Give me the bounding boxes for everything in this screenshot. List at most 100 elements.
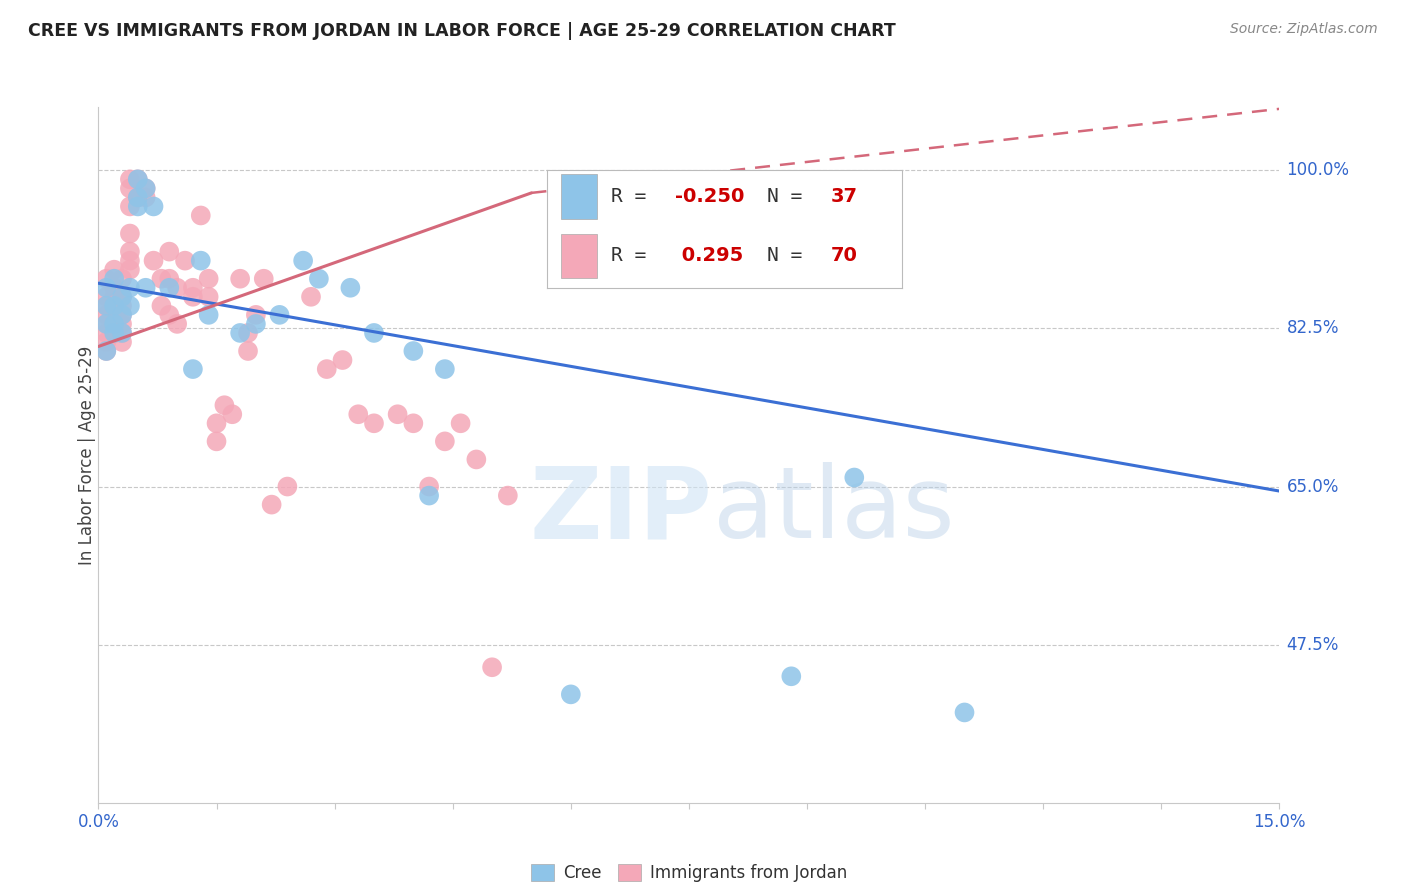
Point <box>111 308 134 322</box>
Point <box>111 290 134 304</box>
Point <box>103 271 125 285</box>
Text: N =: N = <box>766 186 814 206</box>
Point <box>157 271 180 285</box>
Point <box>118 281 141 295</box>
Point <box>433 362 456 376</box>
Point <box>103 299 125 313</box>
Point <box>221 407 243 421</box>
Point <box>308 271 330 285</box>
Point <box>118 172 141 186</box>
Point <box>174 253 197 268</box>
Point <box>780 669 803 683</box>
Point <box>315 362 337 376</box>
Point <box>292 253 315 268</box>
Point <box>127 172 149 186</box>
Point <box>111 326 134 340</box>
Point <box>118 262 141 277</box>
Point <box>96 317 118 331</box>
Point <box>465 452 488 467</box>
Point <box>103 281 125 295</box>
Legend: Cree, Immigrants from Jordan: Cree, Immigrants from Jordan <box>524 857 853 888</box>
Point <box>103 262 125 277</box>
Point <box>402 344 425 359</box>
Point <box>157 244 180 259</box>
Point <box>127 172 149 186</box>
Point <box>118 181 141 195</box>
Point <box>339 281 361 295</box>
Point <box>197 271 219 285</box>
Point <box>96 317 118 331</box>
Point <box>245 317 267 331</box>
Text: 0.295: 0.295 <box>675 246 742 265</box>
Point <box>197 308 219 322</box>
Point <box>229 271 252 285</box>
Point <box>253 271 276 285</box>
Point <box>496 489 519 503</box>
Text: Source: ZipAtlas.com: Source: ZipAtlas.com <box>1230 22 1378 37</box>
Point <box>418 479 440 493</box>
Point <box>150 271 173 285</box>
Point <box>166 281 188 295</box>
Point <box>111 299 134 313</box>
Point <box>260 498 283 512</box>
Point <box>450 417 472 431</box>
Text: 37: 37 <box>831 186 858 206</box>
Point <box>276 479 298 493</box>
Point <box>245 308 267 322</box>
Text: R =: R = <box>612 246 669 265</box>
Point <box>103 326 125 340</box>
Point <box>111 326 134 340</box>
Point <box>103 308 125 322</box>
Point <box>118 199 141 213</box>
Point <box>96 308 118 322</box>
Point <box>127 190 149 204</box>
Point <box>142 199 165 213</box>
Point <box>118 244 141 259</box>
Point <box>181 362 204 376</box>
Point <box>433 434 456 449</box>
Point <box>96 290 118 304</box>
Point <box>96 344 118 359</box>
Text: atlas: atlas <box>713 462 955 559</box>
Point <box>229 326 252 340</box>
Text: 47.5%: 47.5% <box>1286 636 1339 654</box>
Bar <box>561 175 596 219</box>
Text: ZIP: ZIP <box>530 462 713 559</box>
Point <box>418 489 440 503</box>
Point <box>127 190 149 204</box>
Point <box>135 281 157 295</box>
Point <box>103 317 125 331</box>
Text: 82.5%: 82.5% <box>1286 319 1339 337</box>
Point <box>236 326 259 340</box>
Text: R =: R = <box>612 186 658 206</box>
Point <box>118 227 141 241</box>
Point <box>157 308 180 322</box>
Point <box>387 407 409 421</box>
Point <box>96 271 118 285</box>
Point <box>103 317 125 331</box>
Point <box>96 299 118 313</box>
Point <box>157 281 180 295</box>
Point <box>269 308 291 322</box>
Point <box>111 334 134 349</box>
Point <box>402 417 425 431</box>
Point <box>363 326 385 340</box>
Point <box>96 334 118 349</box>
Point <box>481 660 503 674</box>
Point <box>96 281 118 295</box>
Y-axis label: In Labor Force | Age 25-29: In Labor Force | Age 25-29 <box>79 345 96 565</box>
Point <box>236 344 259 359</box>
Point <box>844 470 866 484</box>
Point <box>111 271 134 285</box>
Text: CREE VS IMMIGRANTS FROM JORDAN IN LABOR FORCE | AGE 25-29 CORRELATION CHART: CREE VS IMMIGRANTS FROM JORDAN IN LABOR … <box>28 22 896 40</box>
Point <box>205 417 228 431</box>
Point <box>150 299 173 313</box>
Point <box>363 417 385 431</box>
Point <box>111 290 134 304</box>
Point <box>118 299 141 313</box>
Text: 70: 70 <box>831 246 858 265</box>
Point <box>214 398 236 412</box>
Text: 65.0%: 65.0% <box>1286 477 1339 496</box>
Point <box>166 317 188 331</box>
Point <box>96 299 118 313</box>
